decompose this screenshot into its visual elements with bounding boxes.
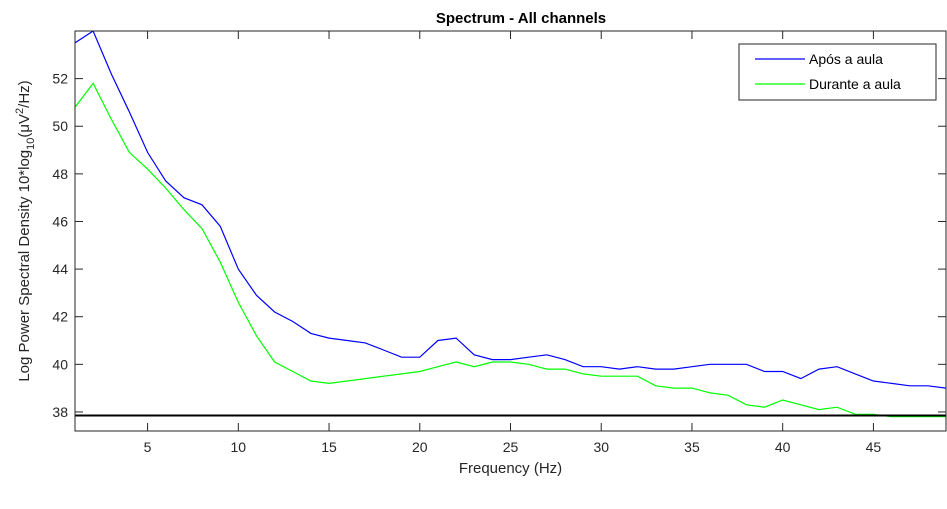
legend-label: Após a aula [809,51,883,67]
x-axis-ticks: 5 10 15 20 25 30 35 40 45 [144,31,882,455]
y-axis-label-suffix: /Hz) [16,80,33,108]
x-tick-label: 20 [412,439,428,455]
legend-box [738,43,937,101]
x-tick-label: 40 [775,439,791,455]
legend: Após a aula Durante a aula [738,43,937,101]
x-tick-label: 30 [593,439,609,455]
series-line-2 [75,82,946,418]
y-axis-ticks: 38 40 42 44 46 48 50 52 [52,71,946,420]
y-axis-label-mid: (μV [16,114,33,138]
y-tick-label: 46 [52,213,68,229]
y-axis-label-sup: 2 [14,108,26,114]
series-line-1 [75,31,946,389]
y-axis-label-prefix: Log Power Spectral Density 10*log [16,150,33,382]
x-axis-label: Frequency (Hz) [459,460,562,477]
y-axis-label: Log Power Spectral Density 10*log10(μV2/… [14,80,37,381]
legend-label: Durante a aula [809,76,901,92]
series-layer [75,31,946,418]
y-tick-label: 38 [52,404,68,420]
y-tick-label: 44 [52,261,68,277]
x-tick-label: 10 [231,439,247,455]
y-tick-label: 48 [52,166,68,182]
x-tick-label: 45 [866,439,882,455]
y-tick-label: 52 [52,71,68,87]
x-tick-label: 25 [503,439,519,455]
y-tick-label: 42 [52,309,68,325]
x-tick-label: 35 [684,439,700,455]
x-tick-label: 5 [144,439,152,455]
y-axis-label-sub: 10 [25,138,37,150]
y-tick-label: 40 [52,356,68,372]
y-tick-label: 50 [52,118,68,134]
chart-title: Spectrum - All channels [436,10,606,27]
x-tick-label: 15 [321,439,337,455]
